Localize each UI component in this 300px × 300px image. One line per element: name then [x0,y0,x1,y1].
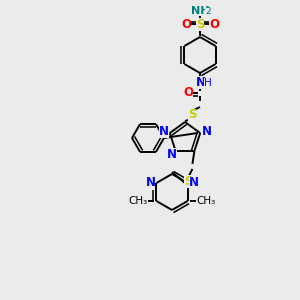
Text: CH₃: CH₃ [129,196,148,206]
Text: O: O [209,17,219,31]
Text: O: O [183,86,193,100]
Text: N: N [167,148,177,161]
Text: N: N [159,124,169,138]
Text: S: S [188,109,196,122]
Text: H: H [204,78,212,88]
Text: N: N [146,176,155,190]
Text: N: N [189,176,199,190]
Text: 2: 2 [205,8,211,16]
Text: N: N [196,76,206,88]
Text: N: N [202,124,212,138]
Text: S: S [184,176,193,188]
Text: CH₃: CH₃ [196,196,215,206]
Text: NH: NH [191,6,209,16]
Text: S: S [196,17,204,31]
Text: O: O [181,17,191,31]
